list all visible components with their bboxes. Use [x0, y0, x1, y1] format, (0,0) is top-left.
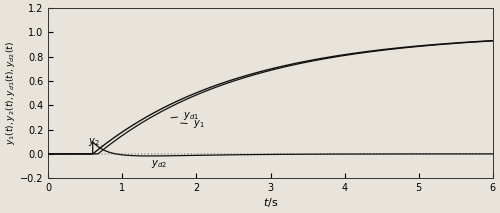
- Text: $y_{d1}$: $y_{d1}$: [171, 110, 199, 122]
- Text: $y_1$: $y_1$: [180, 118, 204, 130]
- X-axis label: $t$/s: $t$/s: [263, 196, 278, 209]
- Y-axis label: $y_1(t), y_2(t),y_{d1}(t), y_{d2}(t)$: $y_1(t), y_2(t),y_{d1}(t), y_{d2}(t)$: [4, 41, 17, 145]
- Text: $y_2$: $y_2$: [88, 136, 102, 148]
- Text: $y_{d2}$: $y_{d2}$: [150, 158, 166, 170]
